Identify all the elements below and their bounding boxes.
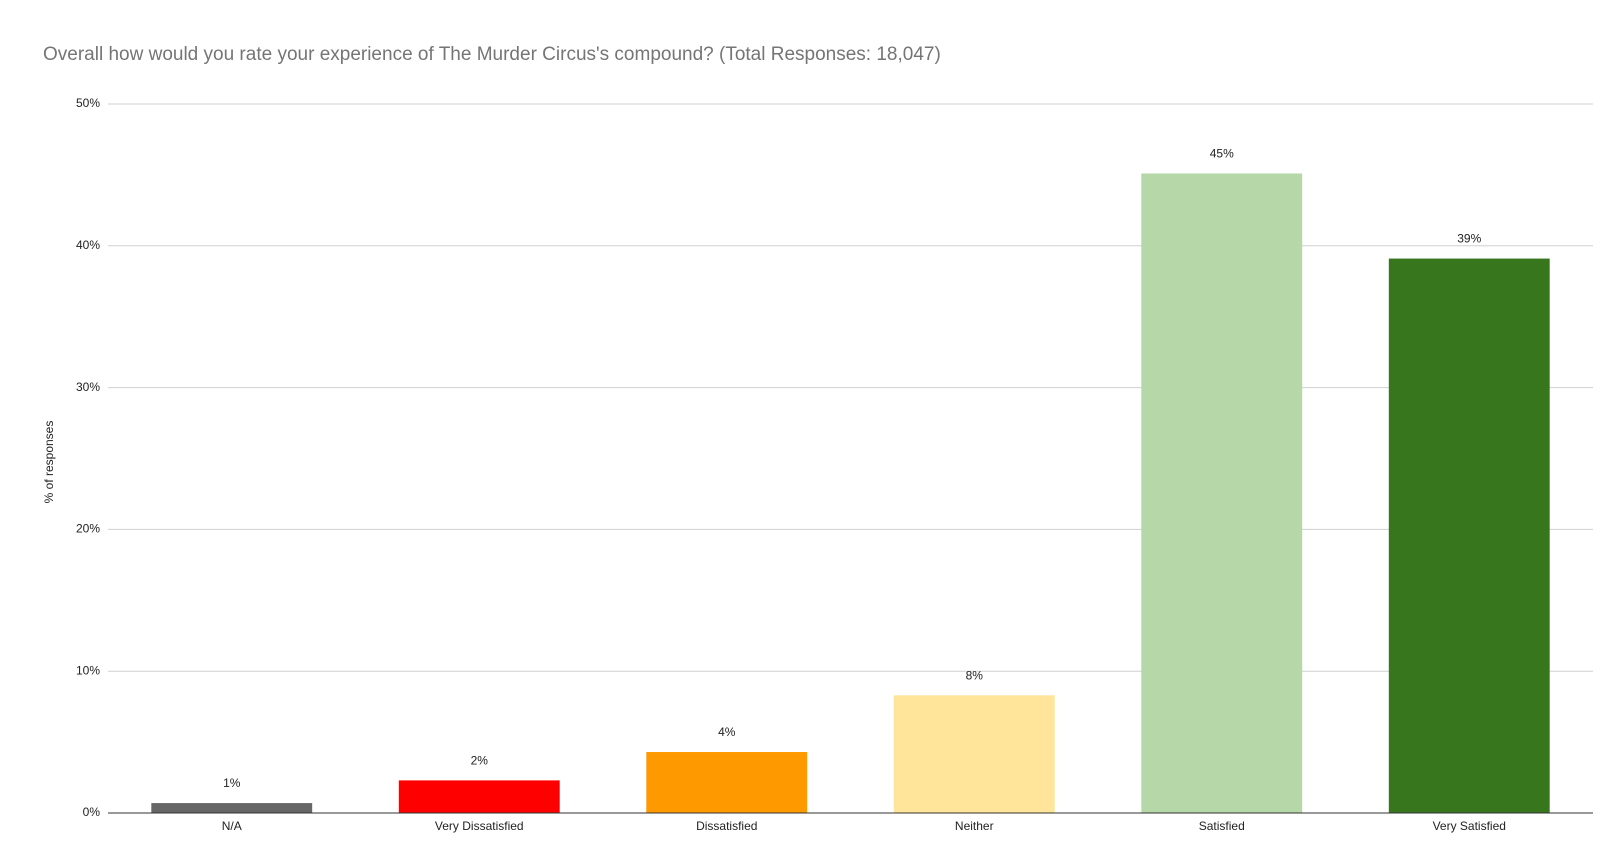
- bar: [398, 780, 560, 813]
- bar: [1141, 173, 1303, 813]
- value-label: 39%: [1457, 232, 1481, 246]
- value-label: 1%: [223, 776, 241, 790]
- value-label: 4%: [718, 725, 736, 739]
- y-tick-label: 20%: [76, 522, 100, 536]
- bar: [1388, 258, 1550, 813]
- x-tick-label: Very Dissatisfied: [435, 819, 524, 833]
- bar: [151, 803, 313, 813]
- y-tick-label: 30%: [76, 380, 100, 394]
- bar: [646, 752, 808, 813]
- x-tick-label: Neither: [955, 819, 994, 833]
- value-label: 8%: [966, 668, 984, 682]
- y-axis-label: % of responses: [42, 421, 56, 504]
- value-label: 2%: [471, 754, 489, 768]
- value-label: 45%: [1210, 147, 1234, 161]
- x-tick-label: N/A: [222, 819, 242, 833]
- x-tick-label: Very Satisfied: [1433, 819, 1506, 833]
- x-tick-label: Dissatisfied: [696, 819, 757, 833]
- y-tick-label: 10%: [76, 663, 100, 677]
- y-tick-label: 50%: [76, 96, 100, 110]
- chart-title: Overall how would you rate your experien…: [43, 44, 941, 65]
- y-tick-label: 0%: [83, 805, 101, 819]
- bar: [893, 695, 1055, 813]
- y-tick-label: 40%: [76, 238, 100, 252]
- x-tick-label: Satisfied: [1199, 819, 1245, 833]
